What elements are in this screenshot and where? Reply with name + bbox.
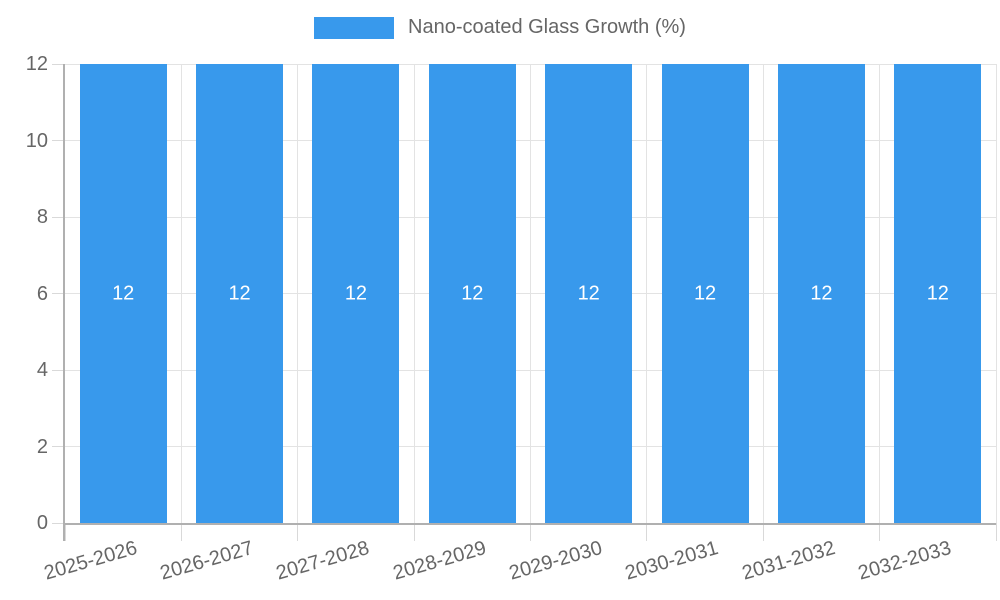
x-gridline (530, 64, 531, 523)
legend: Nano-coated Glass Growth (%) (0, 16, 1000, 39)
x-tick-label: 2030-2031 (623, 537, 722, 585)
bar-value-label: 12 (810, 282, 833, 304)
x-tick-mark (64, 523, 66, 541)
bar[interactable] (661, 64, 749, 523)
y-tick-mark (52, 63, 64, 65)
x-gridline (413, 64, 415, 523)
y-tick-mark (52, 369, 64, 371)
x-tick-label: 2032-2033 (855, 537, 954, 585)
x-tick-mark (879, 523, 881, 541)
y-axis-line (63, 64, 65, 541)
x-tick-mark (995, 523, 997, 541)
bar[interactable] (545, 64, 633, 523)
x-tick-label: 2028-2029 (390, 537, 489, 585)
x-gridline (879, 64, 881, 523)
y-tick-label: 6 (36, 282, 48, 305)
y-tick-label: 0 (36, 512, 48, 534)
bar[interactable] (196, 64, 284, 523)
y-tick-mark (52, 446, 64, 447)
y-tick-label: 10 (25, 129, 48, 152)
x-gridline (180, 64, 182, 523)
bar-value-label: 12 (577, 282, 600, 304)
x-tick-mark (297, 523, 299, 541)
bar[interactable] (894, 64, 982, 523)
bar-value-label: 12 (461, 282, 484, 304)
bar-value-label: 12 (112, 282, 135, 304)
x-tick-mark (646, 523, 648, 541)
x-axis-line (63, 523, 996, 525)
bar[interactable] (428, 64, 516, 523)
x-gridline (762, 64, 764, 523)
x-gridline (297, 64, 299, 523)
bar-value-label: 12 (228, 282, 251, 304)
x-tick-label: 2029-2030 (506, 537, 605, 585)
x-tick-mark (413, 523, 415, 541)
x-tick-mark (180, 523, 182, 541)
bar[interactable] (777, 64, 865, 523)
x-tick-label: 2031-2032 (739, 537, 838, 585)
bar-value-label: 12 (693, 282, 717, 304)
legend-label: Nano-coated Glass Growth (%) (408, 16, 686, 38)
y-tick-mark (52, 140, 64, 141)
bar-value-label: 12 (926, 282, 949, 304)
y-tick-label: 12 (25, 53, 48, 75)
x-gridline (995, 64, 997, 523)
y-tick-mark (52, 216, 64, 218)
x-tick-label: 2026-2027 (157, 537, 256, 585)
legend-item[interactable]: Nano-coated Glass Growth (%) (314, 16, 686, 39)
legend-swatch-icon (314, 16, 395, 39)
y-tick-mark (52, 522, 64, 524)
x-tick-label: 2025-2026 (41, 537, 140, 585)
y-tick-mark (52, 293, 64, 294)
bar[interactable] (79, 64, 167, 523)
bar[interactable] (312, 64, 400, 523)
x-tick-mark (762, 523, 764, 541)
bar-value-label: 12 (344, 282, 368, 304)
y-tick-label: 4 (36, 359, 48, 381)
x-gridline (646, 64, 648, 523)
x-tick-label: 2027-2028 (273, 537, 373, 585)
y-tick-label: 2 (36, 435, 48, 458)
x-tick-mark (530, 523, 531, 541)
y-tick-label: 8 (36, 206, 48, 228)
